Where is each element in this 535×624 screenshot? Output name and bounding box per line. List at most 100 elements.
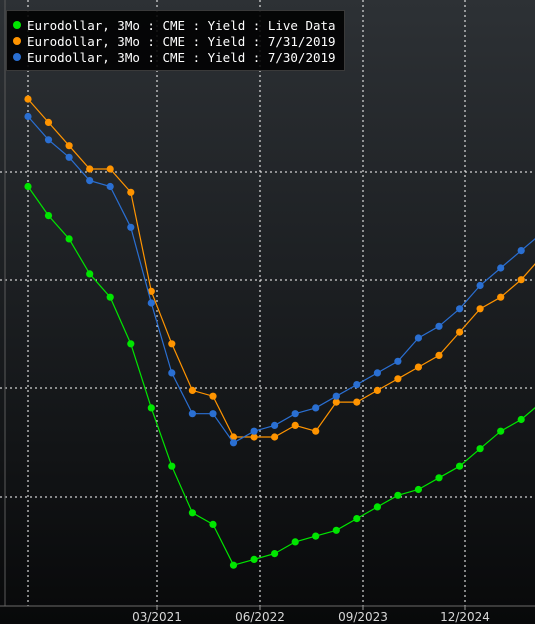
data-point	[44, 136, 53, 144]
data-point	[44, 212, 53, 220]
data-point	[435, 351, 443, 359]
data-point	[497, 293, 505, 301]
x-tick-label: 03/2021	[132, 610, 182, 624]
data-point	[271, 433, 279, 441]
data-point	[147, 287, 155, 295]
data-point	[373, 369, 381, 377]
data-point	[147, 404, 155, 412]
data-point	[168, 462, 176, 470]
data-point	[250, 433, 258, 441]
series-2	[24, 95, 535, 441]
legend: Eurodollar, 3Mo : CME : Yield : Live Dat…	[6, 10, 345, 71]
data-point	[209, 520, 217, 529]
grid	[0, 0, 535, 610]
x-axis: 03/2021 06/2022 09/2023 12/2024	[132, 610, 490, 624]
data-point	[312, 532, 320, 540]
series-1	[24, 182, 535, 569]
legend-item: Eurodollar, 3Mo : CME : Yield : 7/31/201…	[13, 33, 336, 49]
data-point	[86, 270, 94, 278]
data-point	[476, 305, 484, 313]
data-point	[353, 398, 361, 406]
data-point	[414, 363, 422, 371]
data-point	[106, 165, 114, 173]
data-point	[188, 386, 196, 394]
data-point	[394, 357, 402, 365]
data-point	[291, 421, 299, 429]
data-point	[476, 445, 484, 453]
data-point	[65, 142, 73, 150]
data-point	[271, 421, 279, 429]
data-point	[65, 235, 73, 243]
legend-label: Eurodollar, 3Mo : CME : Yield : 7/31/201…	[27, 33, 336, 49]
data-point	[435, 474, 443, 482]
data-point	[497, 264, 505, 272]
data-point	[86, 165, 94, 173]
data-point	[456, 328, 464, 336]
data-point	[65, 153, 73, 161]
data-point	[291, 410, 299, 418]
data-point	[86, 177, 94, 185]
legend-marker	[13, 21, 21, 29]
legend-marker	[13, 53, 21, 61]
series-layer	[24, 95, 535, 569]
series-line	[27, 186, 535, 566]
data-point	[373, 503, 381, 511]
x-tick-label: 09/2023	[338, 610, 388, 624]
legend-marker	[13, 37, 21, 45]
legend-label: Eurodollar, 3Mo : CME : Yield : Live Dat…	[27, 17, 336, 33]
data-point	[394, 491, 402, 499]
data-point	[332, 392, 340, 400]
data-point	[291, 538, 299, 546]
data-point	[517, 276, 525, 284]
data-point	[312, 427, 320, 435]
data-point	[435, 322, 443, 330]
data-point	[414, 485, 422, 494]
x-tick-label: 06/2022	[235, 610, 285, 624]
data-point	[497, 427, 505, 435]
data-point	[188, 509, 196, 517]
data-point	[168, 369, 176, 377]
data-point	[24, 112, 32, 121]
data-point	[456, 305, 464, 313]
data-point	[229, 439, 238, 447]
data-point	[127, 223, 135, 231]
series-line	[27, 98, 535, 438]
data-point	[106, 293, 114, 301]
data-point	[414, 334, 422, 342]
data-point	[209, 392, 217, 400]
data-point	[44, 118, 53, 126]
data-point	[353, 515, 361, 523]
data-point	[24, 182, 32, 191]
data-point	[312, 404, 320, 412]
data-point	[188, 410, 196, 418]
data-point	[168, 340, 176, 348]
data-point	[394, 375, 402, 383]
data-point	[229, 433, 238, 441]
data-point	[271, 550, 279, 558]
data-point	[127, 188, 135, 196]
data-point	[147, 299, 155, 307]
data-point	[229, 561, 238, 569]
series-line	[27, 116, 535, 444]
data-point	[353, 381, 361, 389]
data-point	[106, 182, 114, 191]
legend-item: Eurodollar, 3Mo : CME : Yield : Live Dat…	[13, 17, 336, 33]
data-point	[250, 555, 258, 564]
data-point	[250, 427, 258, 435]
data-point	[209, 410, 217, 418]
data-point	[127, 340, 135, 348]
x-tick-label: 12/2024	[440, 610, 490, 624]
legend-item: Eurodollar, 3Mo : CME : Yield : 7/30/201…	[13, 49, 336, 65]
data-point	[456, 462, 464, 470]
series-3	[24, 112, 535, 447]
data-point	[517, 247, 525, 255]
data-point	[24, 95, 32, 103]
legend-label: Eurodollar, 3Mo : CME : Yield : 7/30/201…	[27, 49, 336, 65]
data-point	[373, 386, 381, 394]
data-point	[332, 526, 340, 534]
data-point	[476, 281, 484, 290]
data-point	[517, 415, 525, 424]
data-point	[332, 398, 340, 406]
